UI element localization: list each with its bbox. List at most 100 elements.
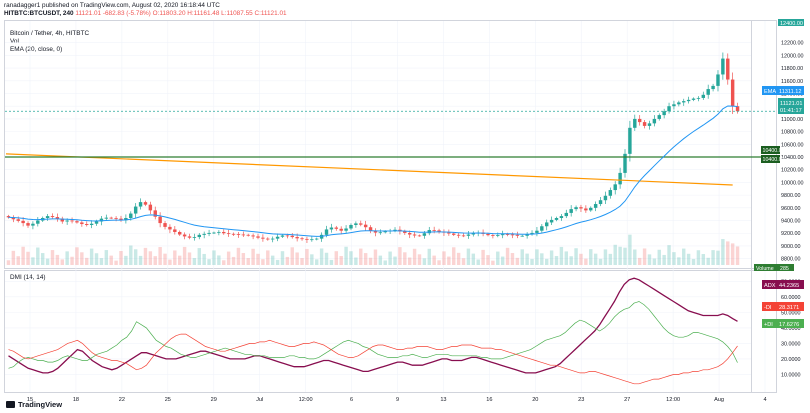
- volume-bar: [711, 250, 715, 265]
- price-tick-label: 10200.00: [781, 168, 803, 174]
- ema-badge: EMA 11311.12: [762, 86, 804, 95]
- volume-bar: [359, 248, 363, 265]
- volume-bar: [256, 253, 260, 265]
- volume-bar: [36, 247, 40, 265]
- candle-body: [65, 220, 69, 222]
- candle-body: [549, 219, 554, 223]
- svg-text:11121.01: 11121.01: [780, 101, 803, 107]
- volume-bar: [637, 257, 642, 265]
- candle-body: [305, 238, 309, 240]
- volume-bar: [11, 250, 16, 265]
- dmi-legend[interactable]: DMI (14, 14): [10, 274, 46, 281]
- candle-body: [354, 223, 358, 225]
- candle-body: [275, 236, 280, 239]
- volume-bar: [158, 247, 162, 265]
- candle-body: [422, 233, 427, 236]
- candle-body: [16, 219, 20, 221]
- series-title[interactable]: Bitcoin / Tether, 4h, HITBTC: [10, 30, 90, 37]
- candle-body: [192, 237, 197, 238]
- svg-text:285: 285: [780, 266, 789, 272]
- svg-text:01:41:17: 01:41:17: [780, 108, 802, 114]
- adx-line: [8, 277, 738, 374]
- volume-bar: [182, 246, 187, 265]
- volume-bar: [686, 253, 691, 265]
- volume-bar: [315, 259, 319, 265]
- time-tick-label: 29: [211, 397, 217, 403]
- volume-bar: [310, 254, 314, 265]
- volume-bar: [398, 247, 402, 265]
- volume-bar: [153, 256, 157, 265]
- brand-label: TradingView: [18, 400, 63, 409]
- candle-body: [222, 231, 226, 234]
- candle-body: [706, 89, 710, 95]
- volume-bar: [383, 260, 387, 265]
- candle-body: [407, 232, 412, 235]
- candle-body: [721, 58, 725, 75]
- volume-bar: [407, 257, 412, 265]
- volume-bar: [305, 248, 309, 265]
- candle-body: [525, 234, 529, 236]
- candle-body: [143, 202, 148, 205]
- candle-body: [359, 223, 363, 225]
- candle-body: [564, 212, 568, 217]
- price-tick-label: 10400.00: [781, 155, 803, 161]
- volume-bar: [647, 254, 652, 265]
- candle-body: [696, 97, 701, 99]
- volume-bar: [290, 247, 294, 265]
- candle-body: [569, 209, 573, 213]
- candle-body: [393, 229, 397, 231]
- candle-body: [383, 231, 387, 233]
- candle-body: [491, 235, 495, 236]
- candle-body: [608, 190, 613, 196]
- time-tick-label: Aug: [714, 397, 724, 403]
- volume-bar: [726, 241, 730, 265]
- volume-bar: [26, 251, 30, 265]
- dmi-tick-label: 50.0000: [781, 310, 801, 316]
- support-badge-2: 10400.00: [761, 155, 785, 163]
- volume-bar: [251, 248, 255, 265]
- volume-bar: [618, 246, 622, 265]
- candle-body: [730, 79, 735, 107]
- volume-bar: [197, 248, 201, 265]
- price-tick-label: 8800.00: [781, 257, 801, 263]
- candle-body: [667, 106, 671, 112]
- time-tick-label: 18: [73, 397, 79, 403]
- candle-body: [677, 102, 681, 105]
- candle-body: [329, 227, 334, 230]
- volume-bar: [652, 258, 657, 265]
- time-tick-label: 25: [165, 397, 171, 403]
- top-badge: 12400.00: [778, 19, 804, 27]
- ema-legend[interactable]: EMA (20, close, 0): [10, 46, 63, 53]
- volume-bar: [60, 259, 64, 265]
- candle-body: [236, 234, 241, 235]
- symbol-line[interactable]: HITBTC:BTCUSDT, 240: [4, 10, 74, 17]
- candle-body: [251, 235, 255, 237]
- volume-bar: [368, 257, 373, 265]
- time-tick-label: Jul: [256, 397, 263, 403]
- tradingview-brand[interactable]: TradingView: [6, 400, 62, 409]
- candle-body: [168, 226, 172, 230]
- volume-bar: [319, 248, 324, 265]
- trendline[interactable]: [5, 153, 733, 186]
- candle-body: [716, 74, 720, 86]
- candle-body: [505, 234, 510, 235]
- volume-bar: [603, 249, 608, 265]
- candle-body: [212, 232, 216, 234]
- candle-body: [618, 172, 622, 185]
- vol-legend[interactable]: Vol: [10, 38, 19, 45]
- candle-body: [21, 220, 25, 224]
- volume-bar: [324, 252, 329, 265]
- volume-bar: [735, 246, 740, 265]
- publisher-line: ranadagger1 published on TradingView.com…: [4, 2, 220, 9]
- candle-body: [256, 236, 260, 238]
- volume-bar: [94, 253, 99, 265]
- change-value: 11121.01 -682.83 (-5.78%): [75, 10, 151, 17]
- volume-bar: [545, 258, 549, 265]
- volume-bar: [261, 259, 265, 265]
- volume-bar: [417, 254, 422, 265]
- volume-bar: [192, 258, 197, 265]
- volume-bar: [667, 245, 671, 265]
- candle-body: [701, 94, 706, 98]
- svg-text:44.2365: 44.2365: [779, 283, 799, 289]
